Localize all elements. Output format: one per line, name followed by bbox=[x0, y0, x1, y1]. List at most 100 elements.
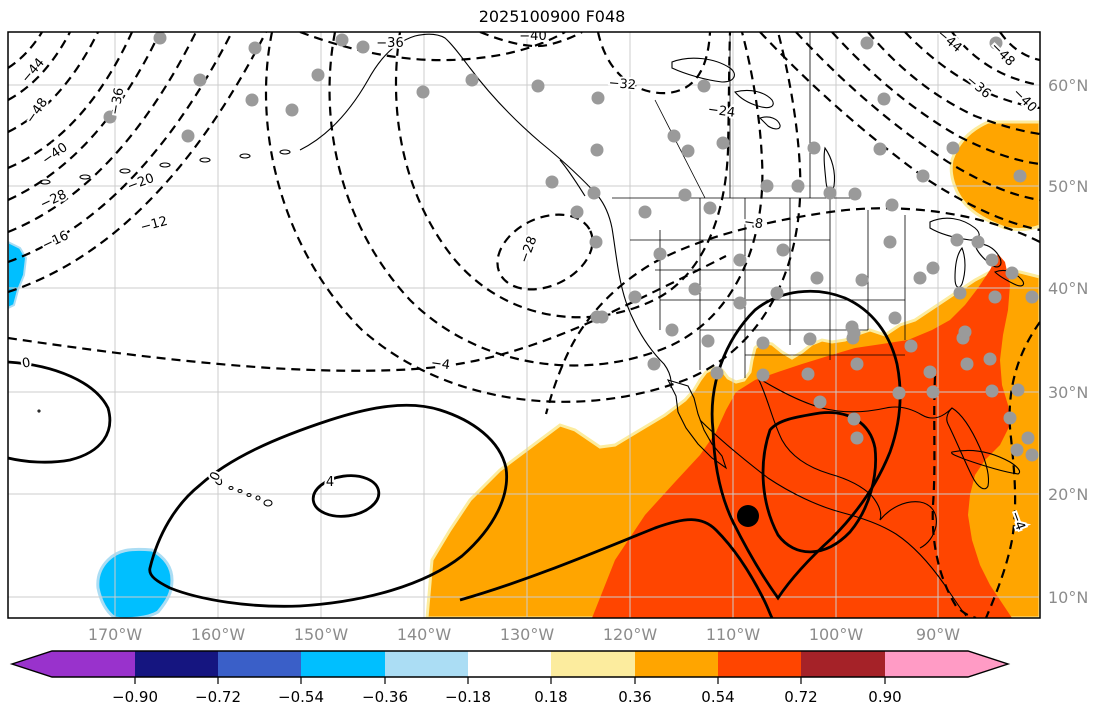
station-dots bbox=[103, 32, 1039, 462]
station-dot bbox=[760, 179, 774, 193]
station-dot bbox=[756, 368, 770, 382]
shade-cyan-blob bbox=[96, 547, 174, 618]
station-dot bbox=[703, 201, 717, 215]
colorbar-tick-label: −0.72 bbox=[195, 688, 241, 706]
solid-contours bbox=[8, 289, 902, 618]
y-tick: 60°N bbox=[1048, 76, 1088, 95]
station-dot bbox=[285, 103, 299, 117]
station-dot bbox=[904, 339, 918, 353]
station-dot bbox=[953, 286, 967, 300]
shading-layer bbox=[8, 120, 1040, 618]
station-dot bbox=[1011, 383, 1025, 397]
y-tick: 30°N bbox=[1048, 383, 1088, 402]
colorbar-tick-label: 0.36 bbox=[618, 688, 651, 706]
station-dot bbox=[813, 395, 827, 409]
station-dot bbox=[1025, 448, 1039, 462]
station-dot bbox=[587, 186, 601, 200]
x-tick: 110°W bbox=[706, 625, 761, 644]
station-dot bbox=[850, 357, 864, 371]
colorbar-seg-arrow-left bbox=[12, 651, 135, 677]
station-dot bbox=[681, 144, 695, 158]
y-tick-labels: 60°N 50°N 40°N 30°N 20°N 10°N bbox=[1048, 76, 1088, 607]
colorbar-ticks bbox=[134, 677, 886, 684]
station-dot bbox=[985, 384, 999, 398]
contour-label: −36 bbox=[108, 87, 128, 117]
station-dot bbox=[701, 334, 715, 348]
station-dot bbox=[950, 233, 964, 247]
station-dot bbox=[971, 235, 985, 249]
station-dot bbox=[888, 311, 902, 325]
station-dot bbox=[465, 73, 479, 87]
station-dot bbox=[716, 136, 730, 150]
colorbar-seg bbox=[718, 651, 801, 677]
colorbar-seg bbox=[801, 651, 885, 677]
contour-label: −20 bbox=[125, 171, 156, 194]
dashed-contours bbox=[8, 32, 1040, 618]
contour-label: −8 bbox=[743, 215, 764, 233]
x-tick: 90°W bbox=[916, 625, 960, 644]
station-dot bbox=[416, 85, 430, 99]
station-dot bbox=[860, 36, 874, 50]
contour-label: −44 bbox=[934, 27, 965, 56]
station-dot bbox=[193, 73, 207, 87]
colorbar-tick-label: 0.54 bbox=[701, 688, 734, 706]
station-dot bbox=[756, 336, 770, 350]
station-dot bbox=[960, 357, 974, 371]
colorbar-tick-label: 0.72 bbox=[784, 688, 817, 706]
station-dot bbox=[1003, 411, 1017, 425]
colorbar-seg-arrow-right bbox=[885, 651, 1008, 677]
station-dot bbox=[983, 352, 997, 366]
station-dot bbox=[916, 169, 930, 183]
contour-label: −36 bbox=[376, 36, 403, 51]
station-dot bbox=[926, 385, 940, 399]
colorbar-outline bbox=[9, 650, 1011, 678]
station-dot bbox=[892, 386, 906, 400]
station-dot bbox=[697, 79, 711, 93]
special-black-dot bbox=[737, 505, 759, 527]
station-dot bbox=[103, 110, 117, 124]
contour-label: 4 bbox=[326, 475, 334, 490]
shade-cyan-sliver bbox=[8, 240, 28, 310]
map-area: −44−48 −36−40−20−28−16−12−36 −40−32−24−8−2… bbox=[8, 27, 1040, 618]
station-dot bbox=[356, 40, 370, 54]
colorbar-seg bbox=[135, 651, 218, 677]
colorbar-tick-label: −0.90 bbox=[112, 688, 158, 706]
contour-label: −40 bbox=[1009, 86, 1039, 116]
x-tick: 170°W bbox=[88, 625, 143, 644]
colorbar-seg bbox=[551, 651, 635, 677]
contour-label: −12 bbox=[139, 214, 169, 236]
contour-label: −24 bbox=[707, 102, 736, 121]
contour-label: −4 bbox=[430, 356, 451, 374]
y-tick: 40°N bbox=[1048, 279, 1088, 298]
station-dot bbox=[1013, 169, 1027, 183]
state-borders bbox=[612, 32, 906, 378]
station-dot bbox=[873, 142, 887, 156]
station-dot bbox=[847, 326, 861, 340]
colorbar-tick-label: 0.90 bbox=[868, 688, 901, 706]
station-dot bbox=[653, 247, 667, 261]
x-tick: 160°W bbox=[191, 625, 246, 644]
colorbar-seg bbox=[385, 651, 468, 677]
station-dot bbox=[801, 367, 815, 381]
station-dot bbox=[848, 187, 862, 201]
station-dot bbox=[570, 205, 584, 219]
contour-label: −16 bbox=[40, 228, 71, 253]
station-dot bbox=[855, 273, 869, 287]
chart-title: 2025100900 F048 bbox=[479, 7, 626, 26]
x-tick: 100°W bbox=[809, 625, 864, 644]
contour-label: −40 bbox=[519, 29, 546, 44]
axes-frame bbox=[7, 31, 1041, 619]
station-dot bbox=[1010, 443, 1024, 457]
station-dot bbox=[181, 129, 195, 143]
station-dot bbox=[638, 205, 652, 219]
x-tick: 120°W bbox=[603, 625, 658, 644]
station-dot bbox=[665, 323, 679, 337]
contour-label: −28 bbox=[517, 234, 540, 265]
station-dot bbox=[776, 243, 790, 257]
station-dot bbox=[913, 271, 927, 285]
colorbar-seg bbox=[218, 651, 301, 677]
station-dot bbox=[628, 290, 642, 304]
station-dot bbox=[1005, 266, 1019, 280]
station-dot bbox=[647, 357, 661, 371]
